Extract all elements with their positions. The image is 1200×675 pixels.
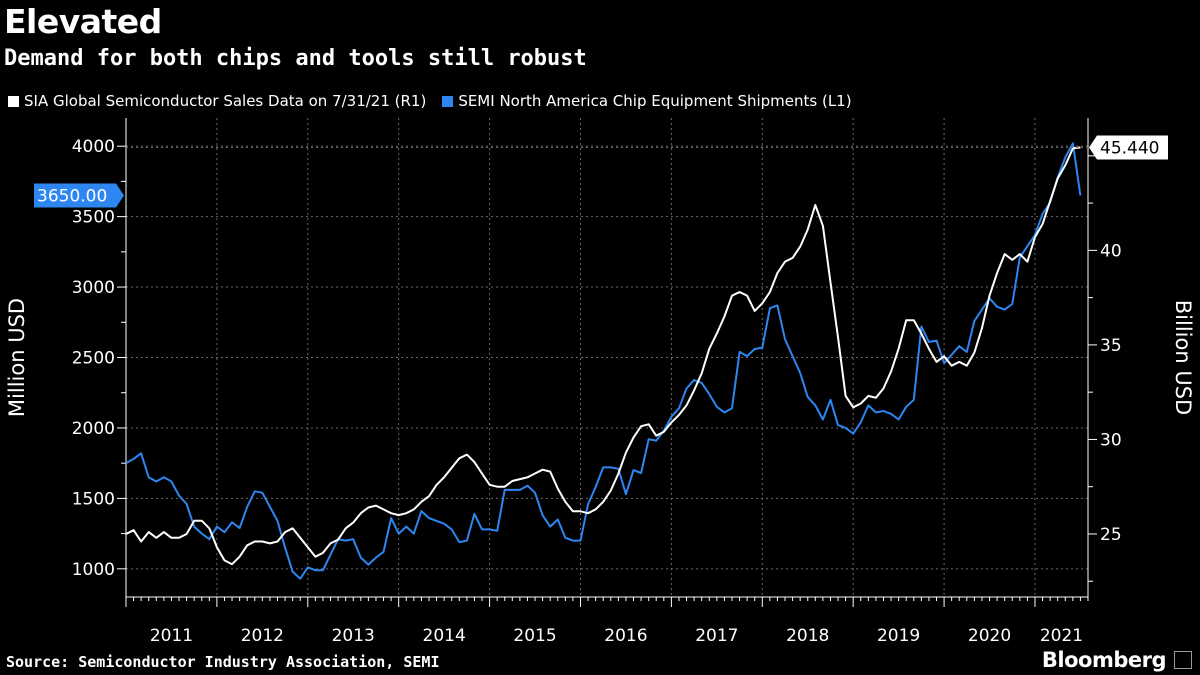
brand-icon	[1174, 651, 1192, 669]
legend-label-sia: SIA Global Semiconductor Sales Data on 7…	[24, 92, 427, 110]
y-tick-label-left: 2000	[72, 419, 115, 439]
y-tick-label-right: 35	[1100, 336, 1122, 356]
source-note: Source: Semiconductor Industry Associati…	[6, 653, 440, 671]
legend: SIA Global Semiconductor Sales Data on 7…	[8, 92, 852, 110]
y-tick-label-left: 4000	[72, 137, 115, 157]
y-tick-label-left: 3000	[72, 278, 115, 298]
brand-logo: Bloomberg	[1041, 648, 1167, 672]
last-value-label-right: 45.440	[1100, 138, 1159, 158]
chart-subtitle: Demand for both chips and tools still ro…	[4, 46, 587, 71]
x-tick-label: 2013	[332, 626, 375, 646]
x-tick-label: 2014	[423, 626, 466, 646]
y-tick-label-left: 1500	[72, 489, 115, 509]
x-tick-label: 2020	[968, 626, 1011, 646]
y-axis-title-left: Million USD	[5, 298, 29, 417]
last-value-tag-left	[34, 183, 124, 208]
legend-item-sia: SIA Global Semiconductor Sales Data on 7…	[8, 92, 426, 110]
x-tick-label: 2016	[604, 626, 647, 646]
x-tick-label: 2018	[786, 626, 829, 646]
series-line-sia	[125, 146, 1081, 566]
last-value-label-left: 3650.00	[37, 186, 107, 206]
legend-swatch-semi	[442, 95, 454, 107]
x-tick-label: 2017	[695, 626, 738, 646]
y-tick-label-left: 1000	[72, 560, 115, 580]
y-tick-label-left: 3500	[72, 208, 115, 228]
chart-title: Elevated	[4, 2, 162, 41]
y-tick-label-right: 40	[1100, 241, 1122, 261]
y-axis-title-right: Billion USD	[1171, 300, 1195, 415]
x-tick-label: 2021	[1040, 626, 1083, 646]
y-tick-label-right: 25	[1100, 525, 1122, 545]
y-tick-label-right: 30	[1100, 430, 1122, 450]
last-value-tag-right	[1089, 135, 1168, 160]
x-tick-label: 2019	[877, 626, 920, 646]
series-line-semi	[125, 142, 1082, 580]
x-tick-label: 2015	[513, 626, 556, 646]
legend-label-semi: SEMI North America Chip Equipment Shipme…	[458, 92, 852, 110]
x-tick-label: 2011	[150, 626, 193, 646]
x-tick-label: 2012	[241, 626, 284, 646]
legend-item-semi: SEMI North America Chip Equipment Shipme…	[442, 92, 852, 110]
legend-swatch-sia	[8, 95, 19, 107]
y-tick-label-left: 2500	[72, 349, 115, 369]
